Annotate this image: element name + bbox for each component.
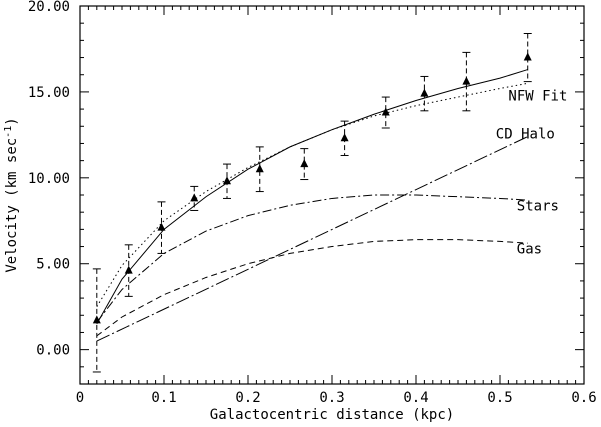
curves-layer [96, 69, 528, 342]
data-point [190, 193, 199, 202]
x-tick-label: 0.2 [235, 390, 260, 406]
gas-curve [96, 239, 528, 337]
data-point [124, 265, 133, 274]
plot-frame [79, 5, 585, 385]
cd-halo-curve [96, 136, 528, 342]
x-tick-label: 0.4 [403, 390, 428, 406]
data-point [523, 52, 532, 61]
y-axis-label-close: ) [4, 117, 20, 125]
y-tick-label: 10.00 [28, 171, 70, 187]
nfw-fit-label: NFW Fit [508, 89, 567, 105]
solid-curve [96, 69, 528, 325]
stars-label: Stars [517, 198, 559, 214]
y-tick-label: 0.00 [36, 343, 70, 359]
x-axis-label: Galactocentric distance (kpc) [210, 407, 454, 423]
gas-label: Gas [517, 241, 542, 257]
x-tick-label: 0.6 [571, 390, 596, 406]
stars-curve [96, 194, 528, 323]
y-axis-label-main: Velocity (km sec [4, 138, 20, 273]
nfw-fit-curve [96, 82, 528, 307]
x-tick-label: 0 [76, 390, 84, 406]
y-tick-label: 5.00 [36, 257, 70, 273]
ticks-layer [79, 5, 585, 385]
data-points-layer [92, 32, 532, 373]
data-point [420, 88, 429, 97]
x-tick-label: 0.1 [151, 390, 176, 406]
y-tick-label: 20.00 [28, 0, 70, 15]
y-axis-label-superscript: -1 [3, 126, 14, 138]
x-tick-label: 0.3 [319, 390, 344, 406]
data-point [340, 133, 349, 142]
data-point [92, 315, 101, 324]
curve-labels-layer: NFW Fit CD Halo Stars Gas [496, 89, 568, 258]
x-tick-label: 0.5 [487, 390, 512, 406]
data-point [255, 164, 264, 173]
data-point [300, 159, 309, 168]
data-point [223, 176, 231, 185]
data-point [381, 107, 390, 116]
data-point [462, 76, 471, 85]
data-point [157, 222, 166, 231]
y-tick-label: 15.00 [28, 85, 70, 101]
y-axis-label: Velocity (km sec-1) [3, 117, 21, 272]
tick-labels-layer: 0 0.1 0.2 0.3 0.4 0.5 0.6 0.00 5.00 10.00 15.00 20.… [28, 0, 597, 406]
cd-halo-label: CD Halo [496, 126, 555, 142]
